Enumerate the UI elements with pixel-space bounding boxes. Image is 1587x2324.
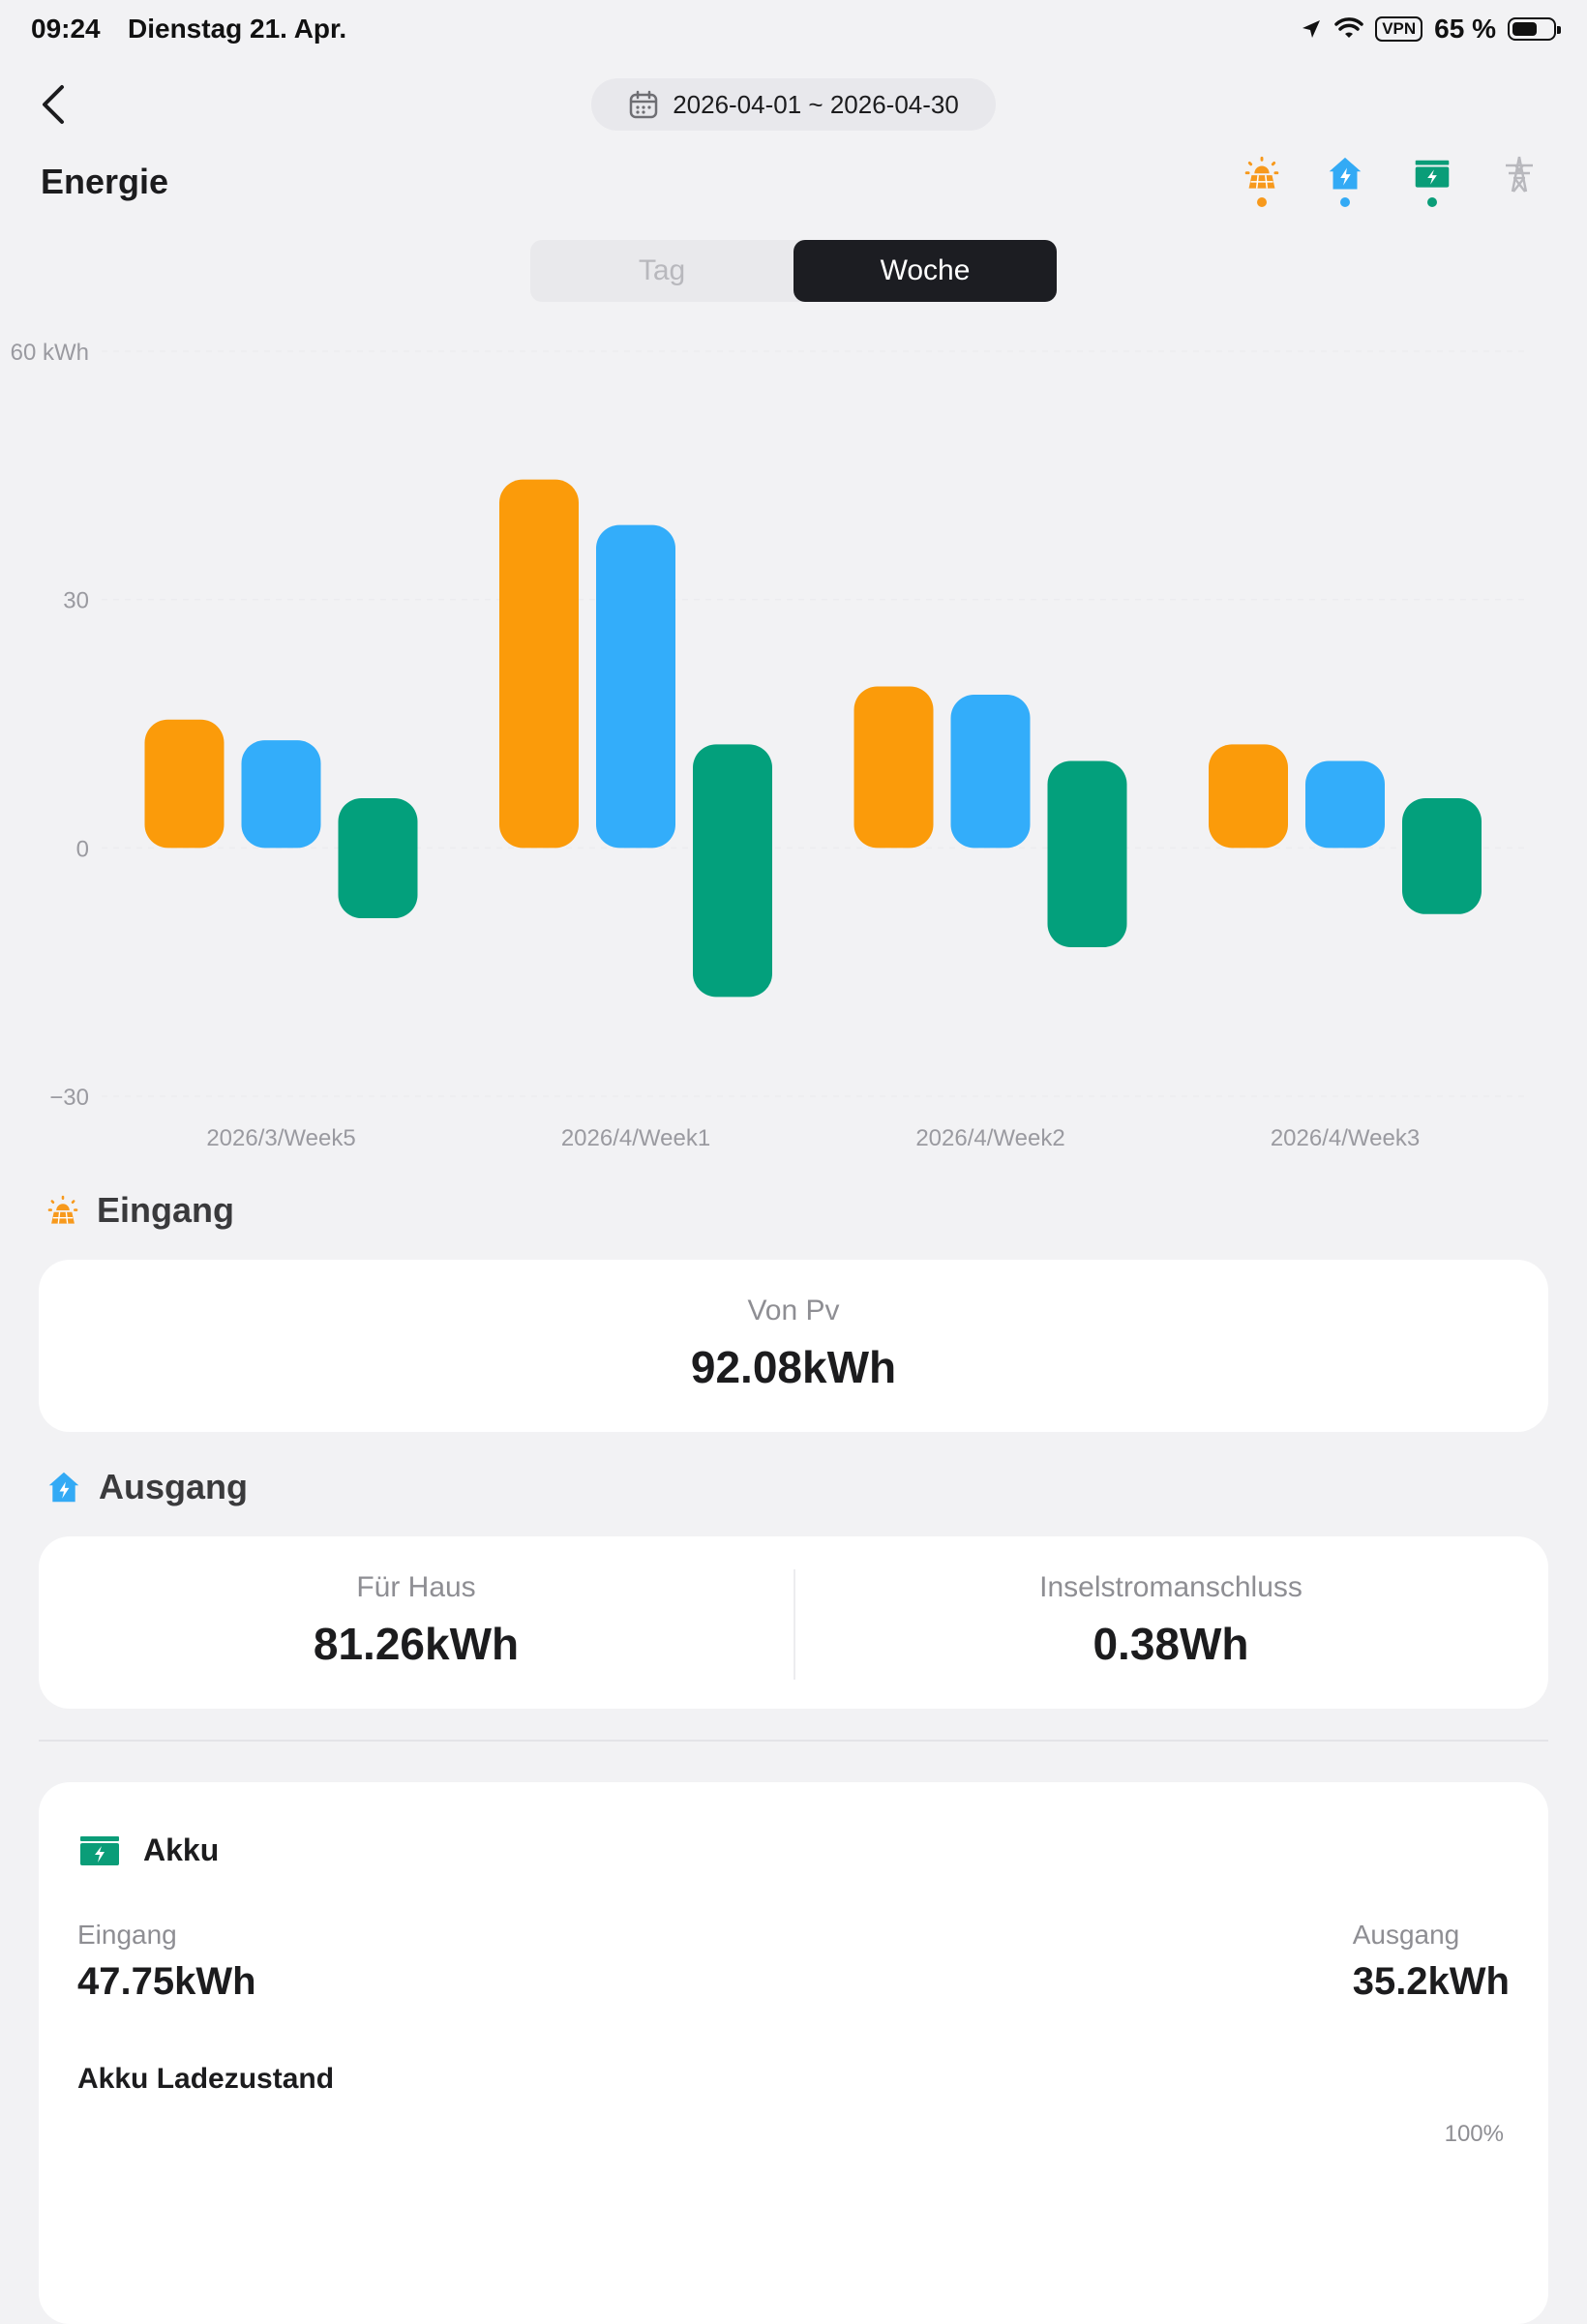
tab-woche[interactable]: Woche xyxy=(794,240,1057,302)
tab-tag[interactable]: Tag xyxy=(638,254,686,286)
y-tick-label: 30 xyxy=(63,588,89,614)
page-title: Energie xyxy=(41,162,169,201)
home-power-icon xyxy=(1329,157,1362,190)
solar-panel-icon xyxy=(1244,156,1279,189)
mode-battery-dot xyxy=(1427,197,1437,207)
back-button[interactable] xyxy=(35,81,74,128)
inselstrom-label: Inselstromanschluss xyxy=(1039,1571,1303,1603)
section-divider xyxy=(39,1740,1548,1742)
bar-series3-1[interactable] xyxy=(338,798,418,919)
x-tick-label: 2026/3/Week5 xyxy=(206,1125,355,1151)
x-tick-label: 2026/4/Week2 xyxy=(915,1125,1064,1151)
von-pv-value: 92.08kWh xyxy=(690,1342,897,1392)
y-tick-label: 60 kWh xyxy=(11,340,89,366)
location-arrow-icon xyxy=(1303,20,1321,38)
akku-eingang-label: Eingang xyxy=(77,1920,177,1950)
bar-series2-1[interactable] xyxy=(241,740,321,849)
battery-icon xyxy=(80,1835,119,1865)
solar-panel-icon xyxy=(47,1195,78,1224)
akku-eingang-value: 47.75kWh xyxy=(77,1960,256,2003)
akku-eingang-stat: Eingang 47.75kWh xyxy=(77,1920,256,2004)
bar-series2-2[interactable] xyxy=(596,524,675,849)
mode-house-dot xyxy=(1340,197,1350,207)
ausgang-divider xyxy=(794,1569,795,1680)
mode-solar-button[interactable] xyxy=(1241,155,1283,207)
vpn-badge: VPN xyxy=(1375,16,1423,42)
date-range-text: 2026-04-01 ~ 2026-04-30 xyxy=(673,89,959,119)
mode-battery-button[interactable] xyxy=(1411,155,1453,207)
eingang-card: Von Pv 92.08kWh xyxy=(39,1260,1548,1432)
chevron-left-icon xyxy=(43,85,64,124)
ausgang-title: Ausgang xyxy=(99,1467,249,1506)
bar-series2-4[interactable] xyxy=(1305,760,1385,849)
eingang-header: Eingang xyxy=(46,1190,234,1231)
mode-house-button[interactable] xyxy=(1324,155,1366,207)
eingang-title: Eingang xyxy=(97,1190,234,1230)
y-tick-label: 0 xyxy=(76,836,89,862)
calendar-icon xyxy=(629,90,658,119)
bar-series3-3[interactable] xyxy=(1047,760,1127,948)
akku-ausgang-stat: Ausgang 35.2kWh xyxy=(1353,1920,1510,2004)
battery-status-icon xyxy=(1508,17,1561,41)
energy-bar-chart: 60 kWh 30 0 −30 2026/3/Week5 2026/4/Week1 2026… xyxy=(11,340,1524,1151)
akku-soc-axis-max: 100% xyxy=(1444,2121,1504,2147)
akku-card: Akku Eingang 47.75kWh Ausgang 35.2kWh Ak… xyxy=(39,1782,1548,2324)
fuer-haus-stat: Für Haus 81.26kWh xyxy=(39,1571,794,1670)
bar-series1-1[interactable] xyxy=(144,719,225,849)
bar-series3-4[interactable] xyxy=(1402,798,1482,914)
inselstrom-value: 0.38Wh xyxy=(1093,1619,1249,1669)
battery-icon xyxy=(1415,160,1450,188)
akku-ausgang-label: Ausgang xyxy=(1352,1920,1460,1950)
y-tick-label: −30 xyxy=(49,1085,89,1111)
bar-series1-2[interactable] xyxy=(499,479,579,849)
bar-series1-4[interactable] xyxy=(1209,744,1288,849)
x-tick-label: 2026/4/Week1 xyxy=(561,1125,710,1151)
fuer-haus-label: Für Haus xyxy=(356,1571,476,1603)
mode-grid-button[interactable] xyxy=(1498,155,1541,207)
period-toggle: Tag Woche xyxy=(530,240,1057,302)
bar-series1-3[interactable] xyxy=(853,686,934,849)
power-grid-icon xyxy=(1506,156,1533,193)
akku-header: Akku xyxy=(79,1832,219,1868)
akku-soc-title: Akku Ladezustand xyxy=(77,2063,335,2095)
akku-title: Akku xyxy=(143,1832,220,1867)
von-pv-label: Von Pv xyxy=(747,1295,840,1326)
akku-ausgang-value: 35.2kWh xyxy=(1352,1960,1510,2003)
ausgang-header: Ausgang xyxy=(46,1467,248,1507)
battery-percent: 65 % xyxy=(1434,14,1496,44)
wifi-icon xyxy=(1334,17,1363,38)
fuer-haus-value: 81.26kWh xyxy=(313,1619,520,1669)
status-indicators: VPN 65 % xyxy=(1300,14,1561,45)
home-power-icon xyxy=(48,1472,79,1503)
mode-solar-dot xyxy=(1257,197,1267,207)
status-time: 09:24 xyxy=(31,14,101,44)
status-date: Dienstag 21. Apr. xyxy=(128,14,347,44)
date-range-picker[interactable]: 2026-04-01 ~ 2026-04-30 xyxy=(591,78,996,131)
inselstrom-stat: Inselstromanschluss 0.38Wh xyxy=(794,1571,1548,1670)
x-tick-label: 2026/4/Week3 xyxy=(1271,1125,1420,1151)
bar-series2-3[interactable] xyxy=(950,695,1031,849)
bar-series3-2[interactable] xyxy=(693,744,772,998)
